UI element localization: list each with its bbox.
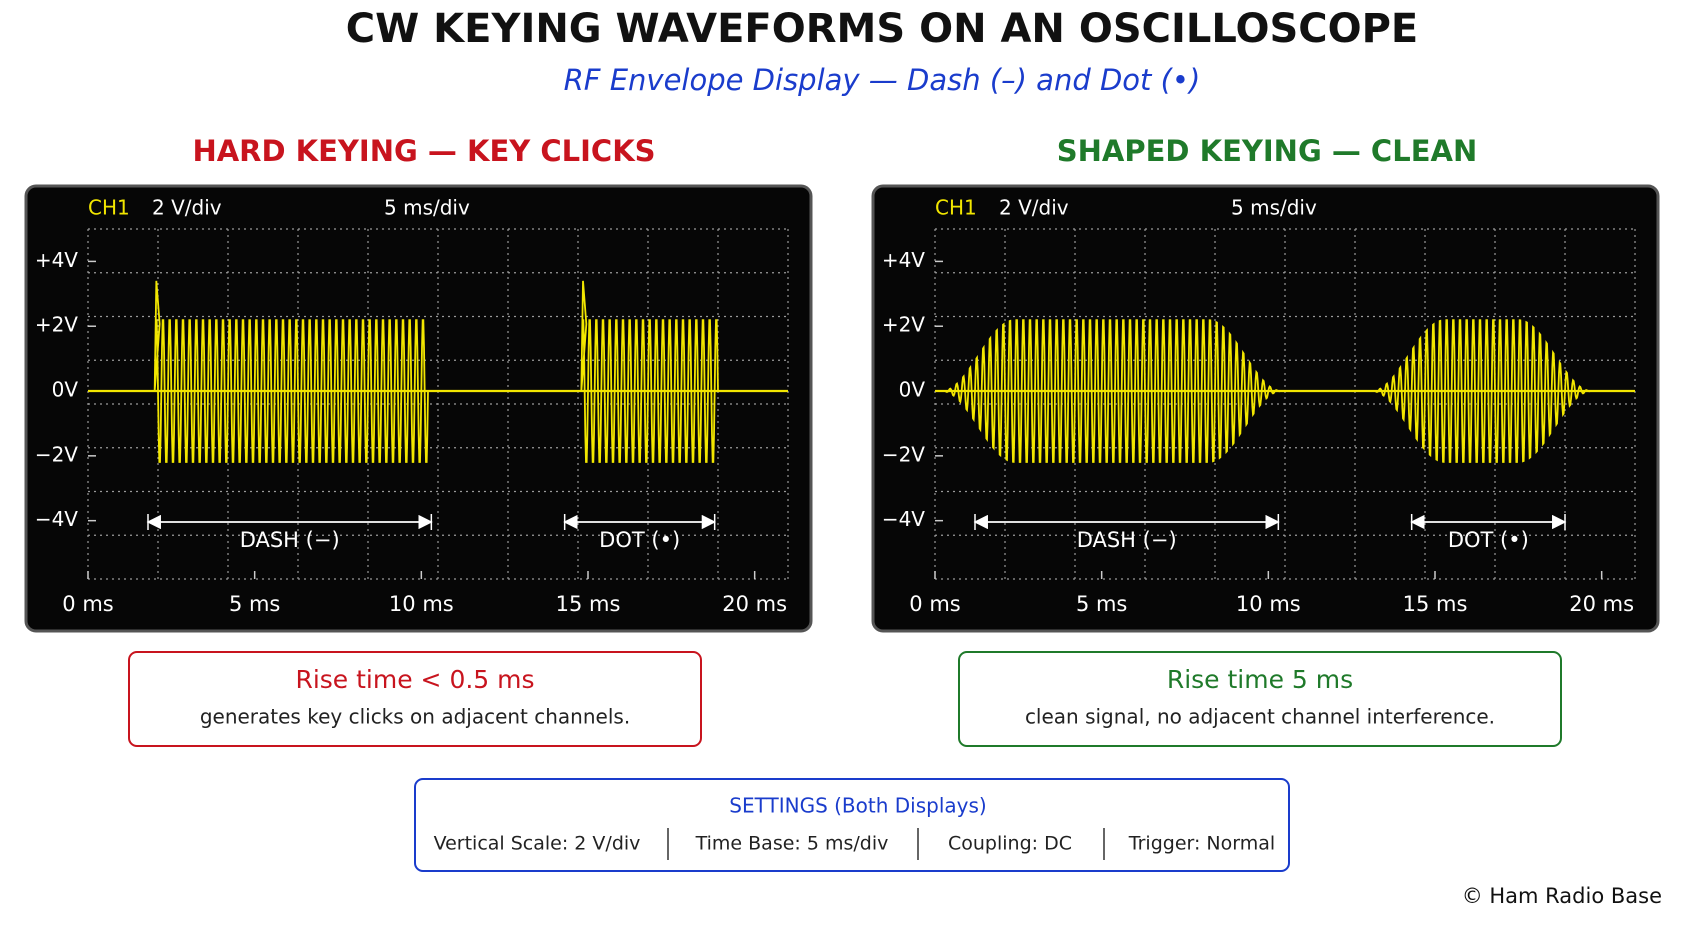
vertical-scale: 2 V/div	[152, 196, 222, 220]
time-base: 5 ms/div	[1231, 196, 1317, 220]
y-tick-label: −4V	[35, 507, 78, 531]
span-label: DASH (−)	[240, 528, 340, 552]
note-box	[128, 651, 702, 747]
channel-label: CH1	[88, 196, 130, 220]
panel-title: HARD KEYING — KEY CLICKS	[192, 134, 655, 168]
settings-item: Coupling: DC	[948, 833, 1072, 855]
x-tick-label: 20 ms	[722, 592, 787, 616]
x-tick-label: 10 ms	[389, 592, 454, 616]
x-tick-label: 0 ms	[62, 592, 113, 616]
footer: © Ham Radio Base	[1462, 884, 1662, 908]
span-label: DOT (•)	[1448, 528, 1529, 552]
subtitle: RF Envelope Display — Dash (–) and Dot (…	[564, 63, 1201, 97]
rf-burst	[153, 280, 429, 463]
y-tick-label: +2V	[35, 313, 78, 337]
x-tick-label: 20 ms	[1569, 592, 1634, 616]
rf-burst	[580, 280, 719, 463]
y-tick-label: +4V	[882, 248, 925, 272]
vertical-scale: 2 V/div	[999, 196, 1069, 220]
y-tick-label: +4V	[35, 248, 78, 272]
scope-frame	[871, 184, 1660, 633]
note-text: clean signal, no adjacent channel interf…	[1025, 705, 1495, 729]
settings-item: Vertical Scale: 2 V/div	[434, 833, 641, 855]
note-text: generates key clicks on adjacent channel…	[200, 705, 630, 729]
x-tick-label: 15 ms	[1403, 592, 1468, 616]
channel-label: CH1	[935, 196, 977, 220]
y-tick-label: −2V	[35, 442, 78, 466]
y-tick-label: 0V	[899, 378, 926, 402]
x-tick-label: 0 ms	[909, 592, 960, 616]
note-heading: Rise time 5 ms	[1167, 665, 1353, 694]
rf-burst	[1370, 319, 1593, 463]
span-label: DOT (•)	[599, 528, 680, 552]
time-base: 5 ms/div	[384, 196, 470, 220]
x-tick-label: 10 ms	[1236, 592, 1301, 616]
x-tick-label: 5 ms	[229, 592, 280, 616]
rf-burst	[941, 319, 1283, 463]
x-tick-label: 15 ms	[556, 592, 621, 616]
x-tick-label: 5 ms	[1076, 592, 1127, 616]
note-box	[958, 651, 1562, 747]
y-tick-label: −4V	[882, 507, 925, 531]
y-tick-label: −2V	[882, 442, 925, 466]
panel-title: SHAPED KEYING — CLEAN	[1057, 134, 1477, 168]
settings-item: Trigger: Normal	[1128, 833, 1275, 855]
title: CW KEYING WAVEFORMS ON AN OSCILLOSCOPE	[346, 6, 1419, 52]
note-heading: Rise time < 0.5 ms	[295, 665, 534, 694]
y-tick-label: 0V	[52, 378, 79, 402]
settings-box	[414, 778, 1290, 872]
y-tick-label: +2V	[882, 313, 925, 337]
settings-heading: SETTINGS (Both Displays)	[729, 794, 986, 818]
span-label: DASH (−)	[1077, 528, 1177, 552]
settings-item: Time Base: 5 ms/div	[695, 833, 889, 855]
